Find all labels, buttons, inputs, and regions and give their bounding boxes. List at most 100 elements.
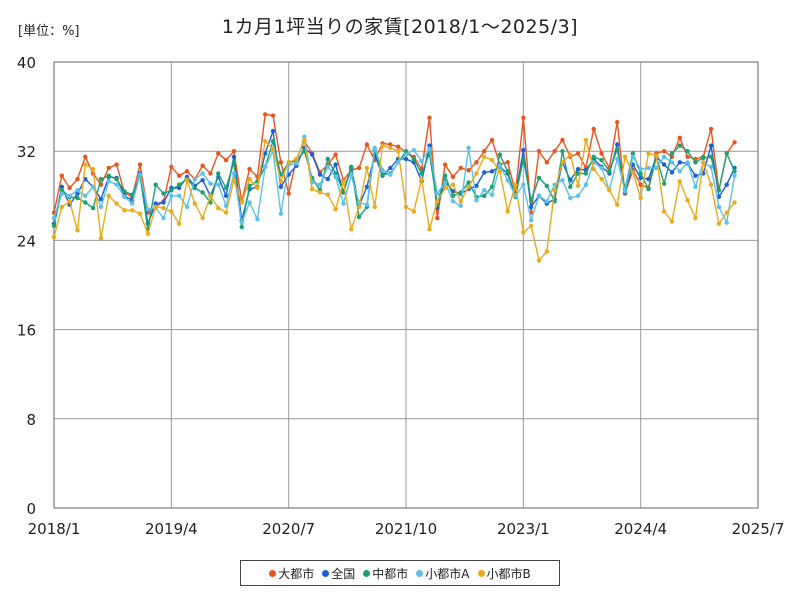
data-point xyxy=(630,154,636,159)
data-point xyxy=(325,192,330,197)
data-point xyxy=(724,210,729,215)
x-tick-label: 2018/1 xyxy=(28,520,81,538)
data-point xyxy=(716,188,722,193)
data-point xyxy=(552,149,557,154)
data-point xyxy=(583,171,589,176)
data-point xyxy=(153,182,158,187)
data-point xyxy=(309,186,315,192)
data-point xyxy=(51,223,57,229)
data-point xyxy=(208,200,213,205)
data-point xyxy=(599,176,604,182)
data-point xyxy=(270,113,276,118)
data-point xyxy=(286,160,291,165)
data-point xyxy=(309,152,315,157)
data-point xyxy=(661,209,667,214)
y-tick-label: 0 xyxy=(26,500,36,518)
data-point xyxy=(333,162,338,167)
data-point xyxy=(278,179,284,184)
data-point xyxy=(638,171,643,176)
data-point xyxy=(575,151,581,156)
data-point xyxy=(716,221,722,226)
data-point xyxy=(231,149,237,154)
data-point xyxy=(427,143,432,148)
data-point xyxy=(419,171,424,176)
data-point xyxy=(90,166,96,172)
data-point xyxy=(137,211,143,216)
x-tick-label: 2025/7 xyxy=(732,520,785,538)
data-point xyxy=(403,152,409,157)
data-point xyxy=(98,235,104,241)
data-point xyxy=(278,160,284,165)
data-point xyxy=(395,144,401,149)
data-point xyxy=(75,188,80,193)
data-point xyxy=(599,157,604,163)
data-point xyxy=(333,152,338,157)
data-point xyxy=(176,193,182,198)
data-point xyxy=(114,176,119,182)
data-point xyxy=(435,191,440,196)
data-point xyxy=(231,154,237,159)
data-point xyxy=(106,165,111,171)
data-point xyxy=(661,149,667,154)
data-point xyxy=(356,214,362,220)
data-point xyxy=(622,189,628,194)
data-point xyxy=(59,188,65,193)
legend-label: 全国 xyxy=(331,566,356,581)
data-point xyxy=(137,162,143,167)
data-point xyxy=(482,188,487,193)
data-point xyxy=(568,195,573,201)
data-point xyxy=(208,181,213,186)
data-point xyxy=(137,172,143,177)
data-point xyxy=(372,145,377,151)
data-point xyxy=(708,182,714,187)
data-point xyxy=(341,201,346,206)
data-point xyxy=(685,198,690,203)
data-point xyxy=(130,208,135,213)
data-point xyxy=(411,147,417,153)
series-line-4 xyxy=(53,137,736,262)
data-point xyxy=(333,206,338,212)
data-point xyxy=(677,169,682,174)
data-point xyxy=(176,185,182,191)
data-point xyxy=(591,126,596,132)
data-point xyxy=(685,160,690,165)
data-point xyxy=(677,179,682,184)
data-point xyxy=(615,202,620,207)
data-point xyxy=(568,184,573,190)
data-point xyxy=(184,169,190,174)
data-point xyxy=(270,146,276,152)
data-point xyxy=(669,160,675,165)
data-point xyxy=(349,164,354,170)
data-point xyxy=(106,173,111,178)
data-point xyxy=(98,176,104,182)
data-point xyxy=(90,205,96,211)
data-point xyxy=(122,194,127,200)
data-point xyxy=(247,183,252,188)
x-tick-label: 2023/1 xyxy=(497,520,550,538)
data-point xyxy=(364,165,370,171)
grid-lines xyxy=(53,61,759,509)
data-point xyxy=(615,146,620,152)
data-point xyxy=(153,204,158,210)
data-point xyxy=(223,193,229,198)
legend-marker xyxy=(477,569,485,577)
data-point xyxy=(114,201,119,206)
data-point xyxy=(184,204,190,210)
data-point xyxy=(732,200,737,205)
plot-frame xyxy=(53,61,759,509)
data-point xyxy=(677,160,682,165)
data-point xyxy=(724,220,729,225)
data-point xyxy=(325,176,330,182)
data-point xyxy=(255,185,260,191)
data-point xyxy=(466,180,471,185)
data-point xyxy=(356,204,362,210)
data-point xyxy=(411,209,417,214)
data-point xyxy=(247,200,252,205)
data-point xyxy=(677,143,682,148)
data-point xyxy=(583,137,589,143)
data-point xyxy=(356,165,362,171)
legend-label: 小都市A xyxy=(425,566,470,581)
data-point xyxy=(482,170,487,175)
data-point xyxy=(231,177,237,183)
data-point xyxy=(708,154,714,159)
